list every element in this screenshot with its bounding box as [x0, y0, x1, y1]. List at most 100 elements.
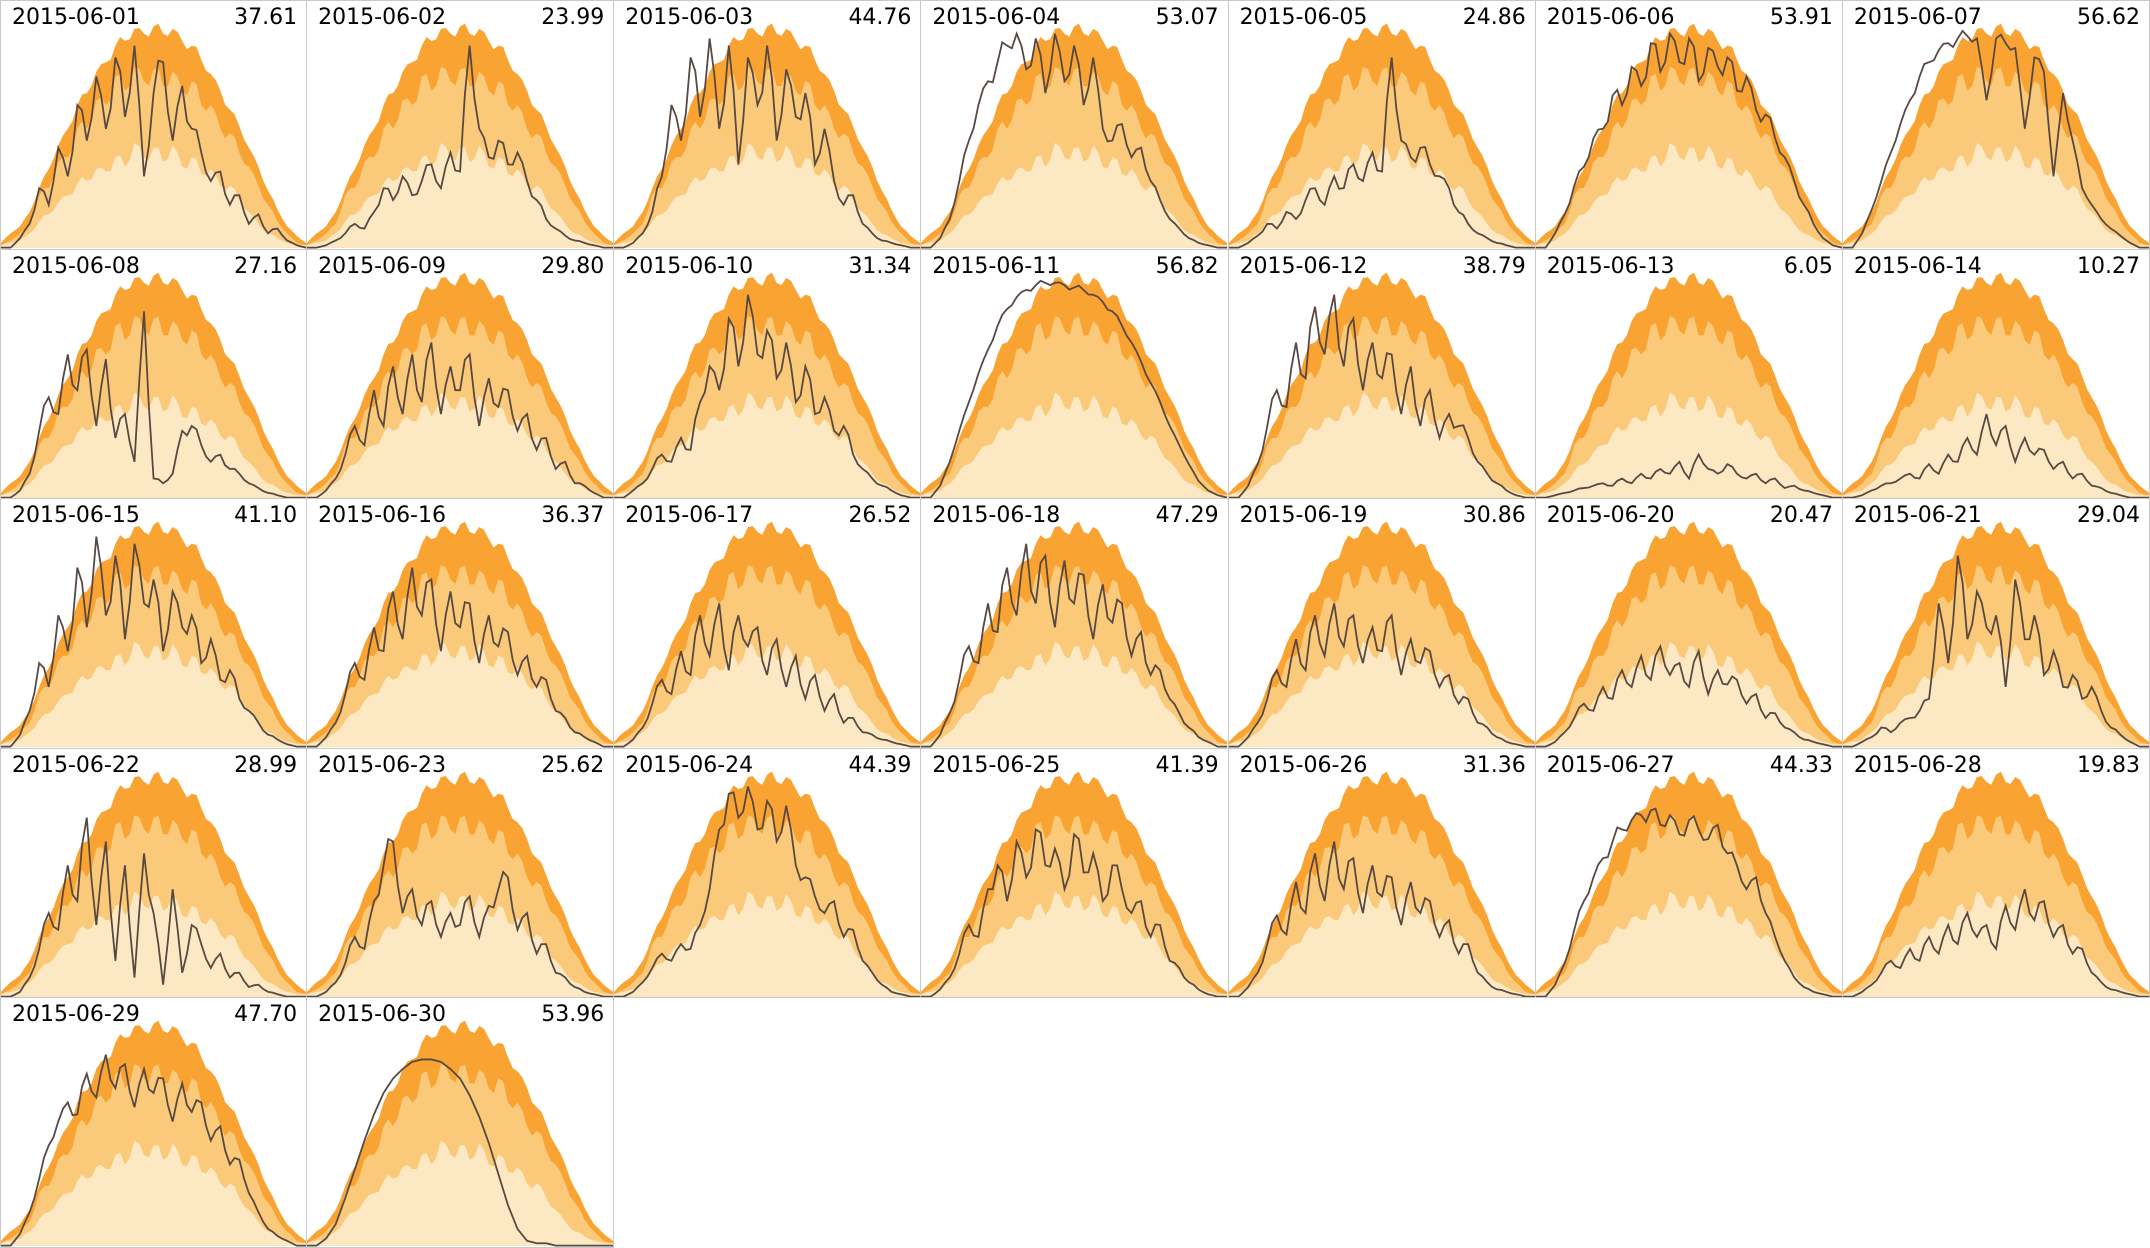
production-line — [1, 817, 307, 998]
production-line — [1842, 555, 2149, 748]
envelope-band-inner — [1535, 143, 1842, 248]
day-chart — [1, 521, 307, 748]
day-panel: 2015-06-06 53.91 — [1535, 0, 1843, 250]
day-chart — [1842, 23, 2149, 249]
envelope-band-inner — [1535, 641, 1842, 747]
envelope-band-inner — [921, 143, 1228, 248]
day-chart — [1228, 23, 1535, 249]
envelope-band-inner — [1842, 143, 2149, 248]
production-line — [614, 294, 921, 499]
day-panel: 2015-06-24 44.39 — [614, 748, 922, 999]
envelope-band-inner — [1228, 641, 1535, 747]
day-panel: 2015-06-17 26.52 — [614, 499, 922, 749]
envelope-band-inner — [1, 891, 307, 997]
day-chart — [1, 23, 307, 249]
production-line — [1535, 31, 1842, 249]
day-chart — [614, 23, 921, 249]
production-line — [614, 38, 921, 249]
production-line — [921, 31, 1228, 249]
day-panel: 2015-06-23 25.62 — [307, 748, 615, 999]
day-chart — [921, 771, 1228, 998]
day-chart — [614, 272, 921, 499]
empty-cell — [921, 998, 1229, 1248]
day-panel: 2015-06-11 56.82 — [921, 249, 1229, 500]
envelope-band-inner — [307, 392, 614, 498]
production-line — [1228, 57, 1535, 249]
day-chart — [921, 521, 1228, 748]
production-line — [614, 786, 921, 998]
day-chart — [1228, 771, 1535, 998]
day-chart — [307, 1021, 614, 1247]
day-panel: 2015-06-27 44.33 — [1535, 748, 1843, 999]
production-line — [614, 603, 921, 748]
production-line — [1842, 413, 2149, 499]
envelope-band-inner — [1228, 891, 1535, 997]
day-chart — [1842, 521, 2149, 748]
production-line — [1, 536, 307, 748]
day-chart — [1535, 521, 1842, 748]
day-chart — [1, 1021, 307, 1247]
production-line — [307, 837, 614, 998]
production-line — [921, 543, 1228, 748]
envelope-band-inner — [1228, 392, 1535, 498]
day-panel: 2015-06-09 29.80 — [307, 249, 615, 500]
day-panel: 2015-06-25 41.39 — [921, 748, 1229, 999]
production-line — [1535, 644, 1842, 748]
envelope-band-inner — [1, 1140, 307, 1247]
production-line — [1228, 294, 1535, 499]
envelope-band-inner — [307, 891, 614, 997]
production-line — [1228, 841, 1535, 998]
day-chart — [1842, 771, 2149, 998]
production-line — [1, 1054, 307, 1247]
day-panel: 2015-06-07 56.62 — [1842, 0, 2150, 250]
day-panel: 2015-06-22 28.99 — [0, 748, 308, 999]
day-panel: 2015-06-13 6.05 — [1535, 249, 1843, 500]
day-panel: 2015-06-20 20.47 — [1535, 499, 1843, 749]
production-line — [921, 279, 1228, 499]
day-panel: 2015-06-03 44.76 — [614, 0, 922, 250]
day-chart — [307, 521, 614, 748]
empty-cell — [614, 998, 922, 1248]
envelope-band-inner — [921, 641, 1228, 747]
day-chart — [1228, 521, 1535, 748]
production-line — [307, 341, 614, 499]
day-chart — [307, 771, 614, 998]
day-chart — [614, 771, 921, 998]
envelope-band-inner — [307, 143, 614, 248]
envelope-band-inner — [614, 641, 921, 747]
production-line — [1535, 452, 1842, 499]
envelope-band-inner — [1842, 641, 2149, 747]
envelope-band-inner — [1, 392, 307, 498]
production-line — [1842, 29, 2149, 249]
production-line — [1, 310, 307, 499]
day-panel: 2015-06-04 53.07 — [921, 0, 1229, 250]
empty-cell — [1535, 998, 1843, 1248]
envelope-band-inner — [1228, 143, 1535, 248]
production-line — [1535, 807, 1842, 998]
production-line — [921, 827, 1228, 998]
envelope-band-inner — [1535, 891, 1842, 997]
production-line — [307, 567, 614, 748]
day-panel: 2015-06-10 31.34 — [614, 249, 922, 500]
day-chart — [1535, 771, 1842, 998]
day-panel: 2015-06-14 10.27 — [1842, 249, 2150, 500]
day-chart — [1, 771, 307, 998]
envelope-band-inner — [1535, 392, 1842, 498]
envelope-band-inner — [307, 641, 614, 747]
production-line — [1842, 888, 2149, 998]
envelope-band-inner — [614, 392, 921, 498]
day-panel: 2015-06-08 27.16 — [0, 249, 308, 500]
envelope-band-inner — [1, 143, 307, 248]
production-line — [307, 1058, 614, 1247]
envelope-band-inner — [1, 641, 307, 747]
day-chart — [307, 23, 614, 249]
production-line — [307, 45, 614, 249]
day-chart — [1842, 272, 2149, 499]
day-panel: 2015-06-28 19.83 — [1842, 748, 2150, 999]
envelope-band-inner — [921, 891, 1228, 997]
day-panel: 2015-06-18 47.29 — [921, 499, 1229, 749]
envelope-band-inner — [614, 891, 921, 997]
day-panel: 2015-06-01 37.61 — [0, 0, 308, 250]
day-panel: 2015-06-30 53.96 — [307, 998, 615, 1248]
